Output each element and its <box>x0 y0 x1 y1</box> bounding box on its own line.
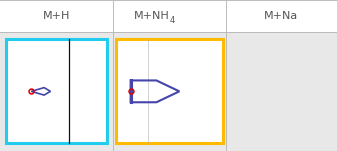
Bar <box>0 0 337 32</box>
Bar <box>116 39 223 143</box>
Bar <box>6 39 107 143</box>
Text: M+NH: M+NH <box>133 11 170 21</box>
Bar <box>0 32 337 151</box>
Text: M+H: M+H <box>43 11 70 21</box>
Text: 4: 4 <box>170 16 175 25</box>
Text: M+Na: M+Na <box>264 11 299 21</box>
